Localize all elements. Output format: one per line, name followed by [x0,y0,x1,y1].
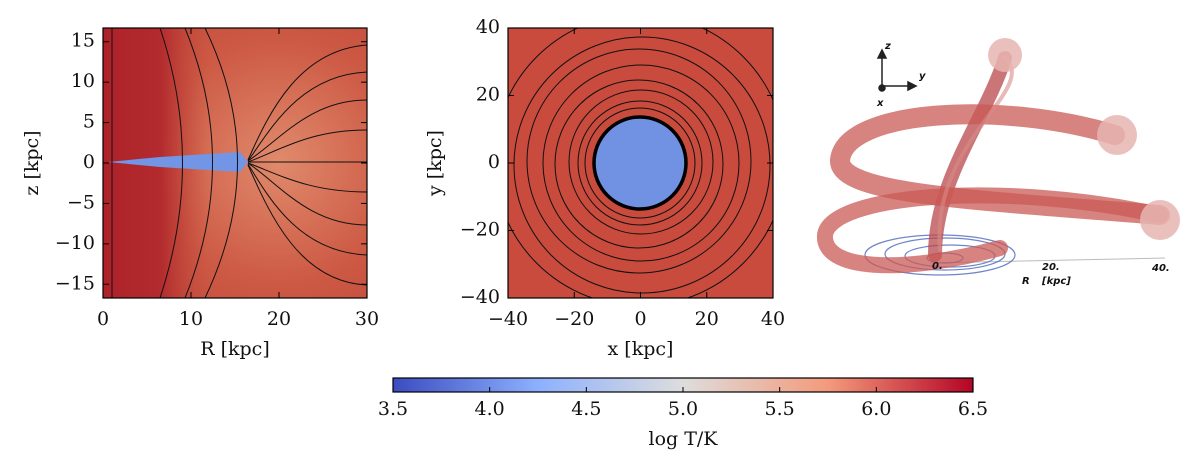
y-tick-label: 15 [71,30,95,52]
x-tick-label: 20 [267,308,291,330]
colorbar-tick-label: 4.0 [475,398,505,420]
r-axis-label: R [1022,276,1030,287]
colorbar-tick-label: 3.5 [378,398,408,420]
y-tick-label: 10 [71,70,95,92]
x-tick-label: −40 [488,308,528,330]
tube-cap [1097,115,1137,155]
colorbar-tick-label: 5.0 [668,398,698,420]
axis-gizmo-label: z [884,41,891,52]
y-tick-label: 0 [488,151,500,173]
y-tick-label: 5 [83,111,95,133]
x-tick-label: 0 [634,308,646,330]
y-tick-label: −10 [55,232,95,254]
cold-disk [592,115,688,211]
axis-gizmo-label: y [919,71,926,82]
y-tick-label: 0 [83,151,95,173]
x-tick-label: 20 [695,308,719,330]
panel-2-image [508,28,773,298]
colorbar-tick-label: 6.0 [861,398,891,420]
x-axis-label: R [kpc] [200,338,270,360]
tube-cap [1140,200,1180,240]
panel-1-image [103,28,367,298]
colorbar-tick-label: 5.5 [765,398,795,420]
tube-cap [988,38,1022,72]
r-tick-label: 20. [1042,262,1060,273]
x-tick-label: −20 [554,308,594,330]
colorbar-tick-label: 4.5 [571,398,601,420]
x-tick-label: 40 [761,308,785,330]
y-tick-label: −5 [67,191,95,213]
cold-disk [108,152,248,172]
y-axis-label: y [kpc] [424,130,446,197]
r-tick-label: 0. [932,261,943,272]
streamlines [111,28,367,298]
y-axis-label: z [kpc] [21,130,43,195]
r-tick-label: 40. [1151,263,1170,274]
panel-3-image [817,38,1180,276]
y-tick-label: 40 [476,16,500,38]
y-tick-label: −15 [55,272,95,294]
streamlines [508,28,773,298]
r-axis-unit: [kpc] [1041,276,1071,287]
x-tick-label: 10 [179,308,203,330]
y-tick-label: −20 [460,219,500,241]
x-tick-label: 30 [355,308,379,330]
x-tick-label: 0 [97,308,109,330]
colorbar-tick-label: 6.5 [958,398,988,420]
axis-gizmo-label: x [876,98,884,109]
colorbar-label: log T/K [649,428,719,450]
axis-gizmo [876,48,918,92]
y-tick-label: −40 [460,286,500,308]
flux-tubes [817,51,1170,274]
x-axis-label: x [kpc] [608,338,674,360]
y-tick-label: 20 [476,84,500,106]
